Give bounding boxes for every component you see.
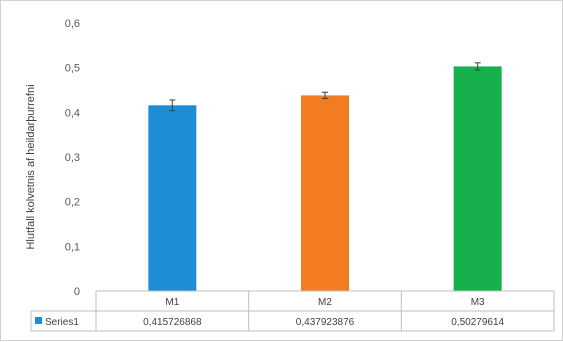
data-table-value: 0,415726868 [143,317,202,328]
y-tick-label: 0,1 [65,241,80,253]
y-tick-label: 0,5 [65,63,80,75]
data-table-value: 0,50279614 [451,317,504,328]
y-tick-label: 0,6 [65,18,80,30]
y-tick-label: 0 [74,286,80,298]
y-axis-title: Hlutfall kolvetnis af heildarþurrefni [25,84,37,249]
y-tick-label: 0,4 [65,107,80,119]
bar [454,66,502,291]
data-table-value: 0,437923876 [296,317,355,328]
y-tick-label: 0,3 [65,152,80,164]
category-label: M1 [165,297,179,308]
bar [301,95,349,291]
legend-series-name: Series1 [45,317,79,328]
legend-key [35,317,42,324]
y-tick-label: 0,2 [65,197,80,209]
category-label: M3 [471,297,485,308]
category-label: M2 [318,297,332,308]
bar [148,105,196,291]
